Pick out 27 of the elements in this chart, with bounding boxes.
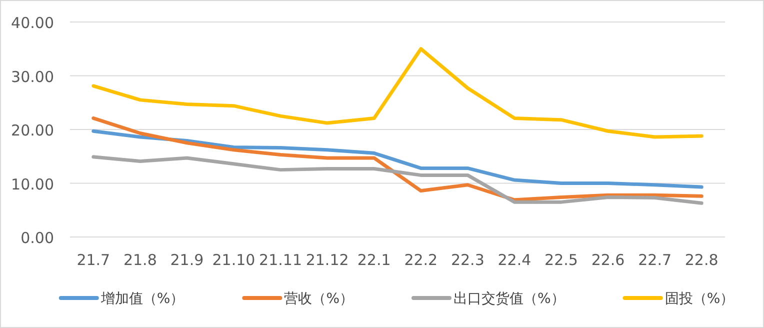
x-tick-label: 22.4 xyxy=(498,251,532,269)
x-tick-label: 22.6 xyxy=(591,251,625,269)
legend-label: 营收（%） xyxy=(284,291,354,307)
x-tick-label: 21.12 xyxy=(306,251,349,269)
x-tick-label: 21.11 xyxy=(259,251,302,269)
line-series xyxy=(92,47,704,139)
x-tick-label: 22.2 xyxy=(404,251,438,269)
y-tick-label: 20.00 xyxy=(11,122,54,140)
x-tick-label: 22.3 xyxy=(450,251,484,269)
legend-label: 固投（%） xyxy=(664,291,734,307)
y-tick-label: 10.00 xyxy=(11,175,54,194)
line-series xyxy=(92,116,704,202)
y-tick-label: 40.00 xyxy=(11,14,54,32)
x-tick-label: 22.5 xyxy=(544,251,578,269)
legend-label: 增加值（%） xyxy=(100,291,184,307)
x-tick-label: 21.9 xyxy=(170,251,204,269)
x-tick-label: 21.10 xyxy=(212,251,256,269)
legend-label: 出口交货值（%） xyxy=(454,291,565,307)
line-series xyxy=(92,155,704,205)
x-tick-label: 21.7 xyxy=(76,251,110,269)
x-tick-label: 22.8 xyxy=(684,251,718,269)
y-tick-label: 30.00 xyxy=(11,68,54,86)
x-tick-label: 21.8 xyxy=(123,251,157,269)
x-tick-label: 22.7 xyxy=(638,251,672,269)
y-tick-label: 0.00 xyxy=(20,229,54,247)
x-tick-label: 22.1 xyxy=(357,251,391,269)
line-series xyxy=(92,129,704,189)
